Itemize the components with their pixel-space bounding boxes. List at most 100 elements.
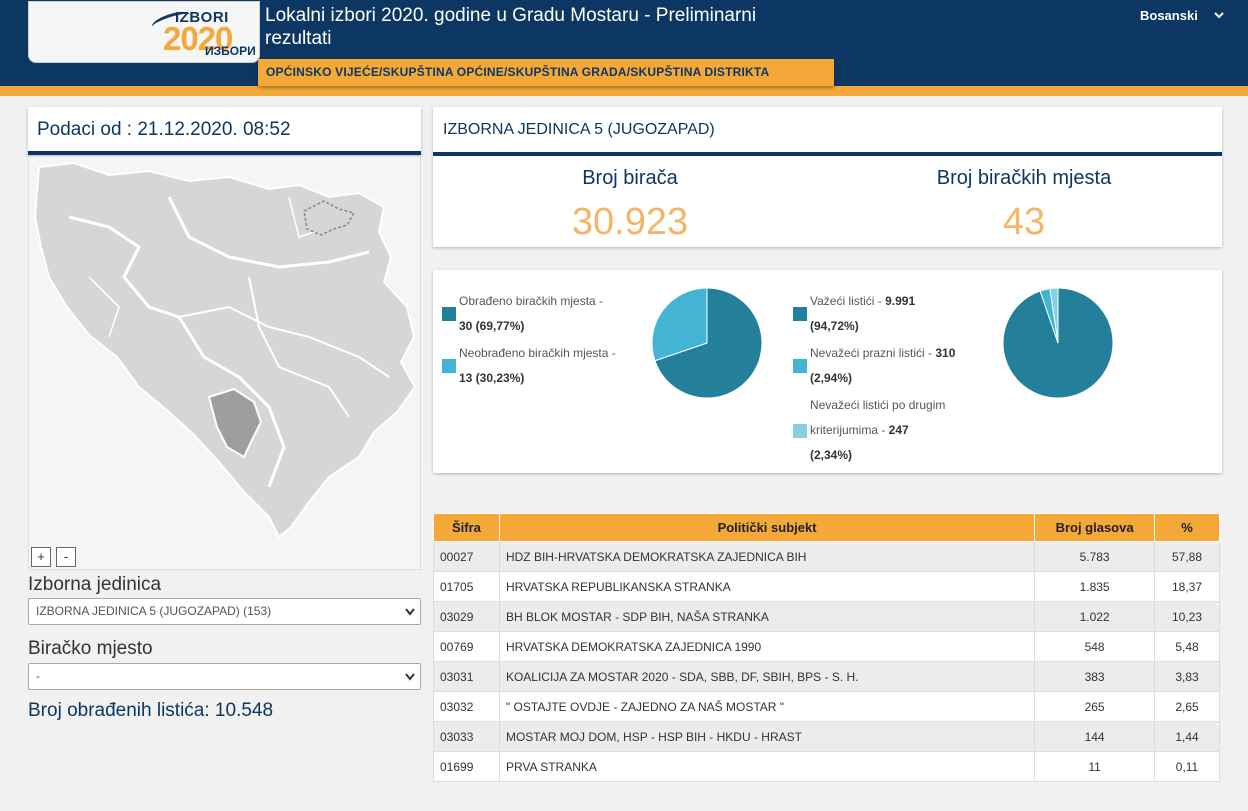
cell-percent: 2,65 [1154,691,1220,722]
legend-swatch [442,359,456,373]
legend-swatch [442,307,456,321]
cell-votes: 1.022 [1034,601,1156,632]
results-table: Šifra Politički subjekt Broj glasova % 0… [433,513,1220,782]
cell-party: MOSTAR MOJ DOM, HSP - HSP BIH - HKDU - H… [498,721,1036,752]
column-header-percent[interactable]: % [1154,513,1220,542]
legend-invalid-blank: Nevažeći prazni listići - 310 (2,94%) [810,341,955,391]
legend-label: Nevažeći listići po drugim [810,398,946,412]
cell-votes: 383 [1034,661,1156,692]
cell-percent: 0,11 [1154,751,1220,782]
zoom-in-button[interactable]: + [31,547,51,567]
pie-slice-1[interactable] [651,287,708,362]
column-header-party[interactable]: Politički subjekt [498,513,1036,542]
legend-label: Obrađeno biračkih mjesta - [459,294,604,308]
map-region-line [248,276,350,418]
cell-party: PRVA STRANKA [498,751,1036,782]
unit-select[interactable]: IZBORNA JEDINICA 5 (JUGOZAPAD) (153) [28,598,421,625]
pie-slice-0[interactable] [654,287,763,399]
electoral-unit-title: IZBORNA JEDINICA 5 (JUGOZAPAD) [443,121,715,138]
map-region-line [88,276,120,338]
pie-chart-ballots[interactable] [1001,286,1115,400]
table-row[interactable]: 01705 HRVATSKA REPUBLIKANSKA STRANKA 1.835… [433,571,1220,602]
cell-votes: 144 [1034,721,1156,752]
legend-value: 310 [935,346,956,360]
zoom-out-button[interactable]: - [56,547,76,567]
chevron-down-icon[interactable] [1213,9,1225,21]
cell-votes: 11 [1034,751,1156,782]
voters-label: Broj birača [582,167,678,189]
legend-invalid-other: Nevažeći listići po drugim kriterijumima… [810,393,945,468]
unit-select-label: Izborna jedinica [28,574,162,595]
cell-party: " OSTAJTE OVDJE - ZAJEDNO ZA NAŠ MOSTAR … [498,691,1036,722]
cell-code: 00027 [433,541,500,572]
cell-code: 01705 [433,571,500,602]
cell-percent: 18,37 [1154,571,1220,602]
cell-party: KOALICIJA ZA MOSTAR 2020 - SDA, SBB, DF,… [498,661,1036,692]
table-row[interactable]: 03031 KOALICIJA ZA MOSTAR 2020 - SDA, SBB… [433,661,1220,692]
voters-value: 30.923 [571,201,689,243]
map-selected-unit[interactable] [207,387,263,459]
legend-swatch [793,359,807,373]
electoral-unit-panel: IZBORNA JEDINICA 5 (JUGOZAPAD) Broj bira… [433,107,1222,247]
cell-code: 03033 [433,721,500,752]
pie-chart-stations[interactable] [650,286,764,400]
table-row[interactable]: 03029 BH BLOK MOSTAR - SDP BIH, NAŠA STRA… [433,601,1220,632]
map-panel[interactable] [28,156,421,570]
cell-party: HRVATSKA DEMOKRATSKA ZAJEDNICA 1990 [498,631,1036,662]
page-title: Lokalni izbori 2020. godine u Gradu Most… [265,5,757,49]
data-timestamp: Podaci od : 21.12.2020. 08:52 [37,119,291,140]
logo[interactable]: IZBORI 2020 ИЗБОРИ [28,1,260,63]
table-row[interactable]: 01699 PRVA STRANKA 11 0,11 [433,751,1220,782]
pie-charts-panel: Obrađeno biračkih mjesta - 30 (69,77%) N… [433,270,1222,473]
legend-unprocessed: Neobrađeno biračkih mjesta - 13 (30,23%) [459,341,616,391]
cell-code: 03031 [433,661,500,692]
legend-percent: (2,94%) [810,371,853,385]
map-district-brcko[interactable] [303,200,356,236]
cell-percent: 3,83 [1154,661,1220,692]
table-row[interactable]: 00027 HDZ BIH-HRVATSKA DEMOKRATSKA ZAJEDN… [433,541,1220,572]
cell-votes: 265 [1034,691,1156,722]
legend-swatch [793,424,807,438]
language-selector[interactable]: Bosanski [1140,8,1198,23]
legend-label: kriterijumima - [810,423,889,437]
legend-percent: (2,34%) [810,448,853,462]
column-header-votes[interactable]: Broj glasova [1034,513,1156,542]
header-accent-stripe [0,86,1248,96]
cell-votes: 1.835 [1034,571,1156,602]
cell-code: 01699 [433,751,500,782]
chevron-down-icon [405,673,415,681]
station-select[interactable]: - [28,663,421,690]
tab-municipal-council[interactable]: OPĆINSKO VIJEĆE/SKUPŠTINA OPĆINE/SKUPŠTI… [258,59,834,86]
cell-party: HRVATSKA REPUBLIKANSKA STRANKA [498,571,1036,602]
unit-select-value: IZBORNA JEDINICA 5 (JUGOZAPAD) (153) [36,604,272,618]
legend-label: Neobrađeno biračkih mjesta - [459,346,616,360]
cell-percent: 1,44 [1154,721,1220,752]
pie-slice-2[interactable] [1049,287,1059,344]
legend-value: 247 [888,423,909,437]
table-header-row: Šifra Politički subjekt Broj glasova % [433,513,1220,542]
cell-code: 03029 [433,601,500,632]
table-row[interactable]: 03032 " OSTAJTE OVDJE - ZAJEDNO ZA NAŠ MO… [433,691,1220,722]
country-map[interactable] [29,157,420,569]
legend-label: Važeći listići - [810,294,886,308]
legend-value: 9.991 [885,294,916,308]
legend-percent: (94,72%) [810,319,859,333]
station-select-value: - [36,669,40,683]
polling-stations-value: 43 [1002,201,1046,243]
table-row[interactable]: 03033 MOSTAR MOJ DOM, HSP - HSP BIH - HKD… [433,721,1220,752]
column-header-code[interactable]: Šifra [433,513,500,542]
cell-code: 00769 [433,631,500,662]
logo-mark: IZBORI 2020 ИЗБОРИ [147,6,257,58]
map-country-outline [33,161,417,539]
legend-value: 30 (69,77%) [459,319,525,333]
map-region-line [178,305,390,378]
polling-stations-label: Broj biračkih mjesta [936,167,1112,189]
logo-top-text: IZBORI [175,9,229,26]
cell-votes: 5.783 [1034,541,1156,572]
cell-party: BH BLOK MOSTAR - SDP BIH, NAŠA STRANKA [498,601,1036,632]
table-row[interactable]: 00769 HRVATSKA DEMOKRATSKA ZAJEDNICA 1990… [433,631,1220,662]
processed-ballots: Broj obrađenih listića: 10.548 [28,700,274,721]
map-region-line [167,196,370,269]
legend-label: Nevažeći prazni listići - [810,346,936,360]
cell-party: HDZ BIH-HRVATSKA DEMOKRATSKA ZAJEDNICA B… [498,541,1036,572]
